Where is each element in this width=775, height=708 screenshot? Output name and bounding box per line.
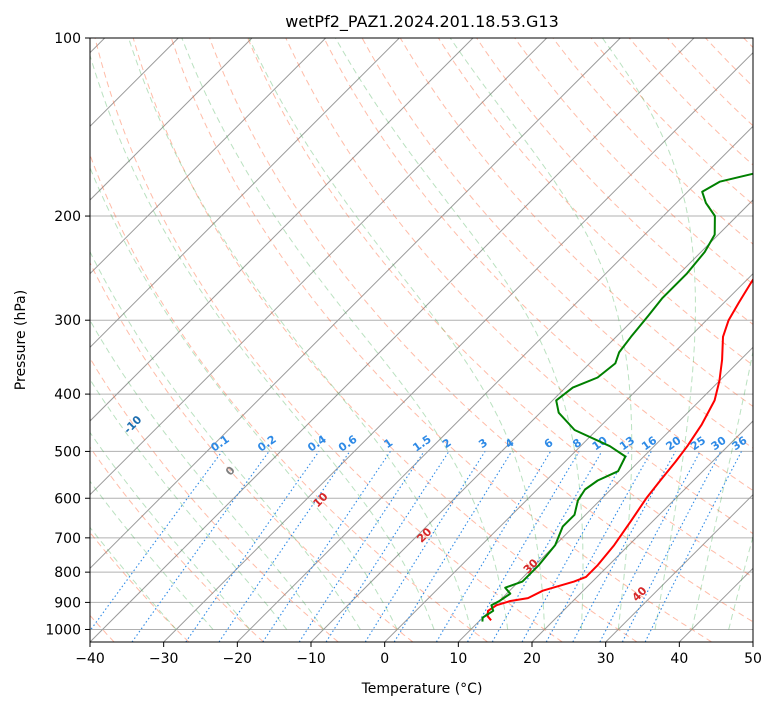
y-tick-label: 100: [54, 31, 81, 47]
mixing-ratio-line: [393, 451, 513, 642]
isotherm-line: [90, 38, 253, 201]
moist-adiabat-line: [449, 38, 633, 630]
mixing-ratio-line: [90, 451, 223, 632]
x-tick-label: 30: [597, 651, 615, 667]
moist-adiabat-line: [90, 250, 361, 630]
background-lines: [90, 38, 753, 642]
moist-adiabat-line: [90, 53, 435, 630]
x-axis-label: Temperature (°C): [361, 681, 483, 697]
y-tick-label: 300: [54, 313, 81, 329]
moist-adiabat-line: [728, 534, 753, 630]
isotherm-line: [90, 38, 695, 642]
isotherm-line: [90, 38, 548, 496]
dry-adiabat-line: [476, 38, 753, 326]
y-tick-label: 400: [54, 387, 81, 403]
plot-frame: [89, 37, 754, 643]
y-tick-label: 900: [54, 595, 81, 611]
mixing-ratio-line: [521, 451, 630, 642]
dry-adiabat-line: [209, 38, 753, 623]
isotherm-line: [236, 125, 753, 642]
isotherm-line: [90, 38, 474, 422]
mixing-ratio-line: [644, 451, 742, 642]
dry-adiabat-line: [132, 38, 638, 642]
mixing-ratio-line: [185, 451, 320, 642]
isotherm-line: [90, 38, 327, 275]
dewpoint-profile-line: [481, 172, 753, 622]
dry-adiabat-line: [247, 38, 753, 578]
moist-adiabat-line: [90, 480, 214, 630]
isotherm-line: [531, 420, 753, 642]
y-tick-label: 200: [54, 209, 81, 225]
x-tick-label: 50: [744, 651, 762, 667]
x-axis: −40 −30 −20 −10 0 10 20 30 40 50: [75, 642, 762, 667]
temperature-profile-line: [486, 277, 753, 621]
mixing-ratio-line: [298, 451, 425, 642]
y-tick-label: 1000: [45, 622, 81, 638]
mixing-ratio-line: [218, 451, 351, 642]
isotherm-line: [384, 272, 753, 642]
dry-adiabat-line: [94, 38, 563, 642]
mixing-ratio-line: [325, 451, 450, 642]
y-axis: 100 200 300 400 500 600 700 800 900 1000: [45, 31, 90, 638]
dry-adiabat-line: [90, 261, 414, 642]
isotherm-line: [90, 38, 621, 570]
x-tick-label: −10: [296, 651, 326, 667]
moist-adiabat-line: [248, 38, 545, 630]
dry-adiabat-line: [323, 38, 753, 492]
y-tick-label: 800: [54, 565, 81, 581]
dry-adiabat-line: [90, 357, 339, 642]
dry-adiabat-line: [90, 446, 264, 642]
x-tick-label: 0: [380, 651, 389, 667]
moist-adiabat-line: [128, 38, 472, 630]
profile-lines: [481, 172, 753, 622]
mixing-ratio-line: [572, 451, 676, 642]
y-axis-label: Pressure (hPa): [13, 290, 29, 390]
dry-adiabat-line: [285, 38, 753, 535]
chart-title: wetPf2_PAZ1.2024.201.18.53.G13: [285, 12, 559, 32]
mixing-ratio-line: [262, 451, 391, 642]
moist-adiabat-line: [90, 431, 251, 630]
moist-adiabat-line: [90, 526, 177, 630]
y-tick-label: 600: [54, 491, 81, 507]
isotherm-line: [457, 346, 753, 642]
isotherm-line: [310, 199, 753, 642]
x-tick-label: 40: [670, 651, 688, 667]
isotherm-line: [90, 38, 400, 349]
moist-adiabat-line: [601, 38, 696, 630]
x-tick-label: 10: [449, 651, 467, 667]
mixing-ratio-line: [545, 451, 652, 642]
mixing-ratio-line: [621, 451, 722, 642]
moist-adiabat-line: [691, 349, 753, 630]
moist-adiabat-line: [90, 378, 288, 630]
x-tick-label: −20: [223, 651, 253, 667]
moist-adiabat-line: [181, 38, 509, 630]
x-tick-label: −30: [149, 651, 179, 667]
dry-adiabat-line: [170, 38, 712, 642]
moist-adiabat-line: [334, 38, 584, 630]
mixing-ratio-line: [131, 451, 270, 642]
moist-adiabat-line: [90, 319, 324, 630]
y-tick-label: 500: [54, 444, 81, 460]
x-tick-label: −40: [75, 651, 105, 667]
dry-adiabat-line: [514, 38, 753, 285]
isotherm-line: [605, 493, 753, 642]
x-tick-label: 20: [523, 651, 541, 667]
y-tick-label: 700: [54, 531, 81, 547]
isotherm-line: [163, 51, 753, 642]
